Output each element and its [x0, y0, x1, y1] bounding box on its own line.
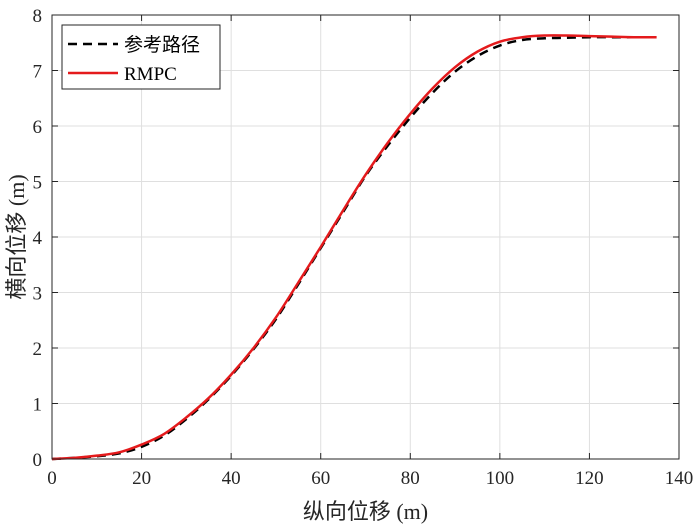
x-tick-label: 100 — [486, 468, 515, 489]
y-tick-label: 1 — [33, 395, 43, 416]
y-tick-label: 0 — [33, 450, 43, 471]
x-tick-label: 80 — [401, 468, 420, 489]
x-axis-title: 纵向位移 (m) — [303, 499, 428, 524]
y-axis-title: 横向位移 (m) — [4, 174, 29, 299]
x-tick-label: 60 — [311, 468, 330, 489]
x-tick-label: 20 — [132, 468, 151, 489]
y-tick-label: 4 — [33, 228, 43, 249]
ticks — [51, 14, 680, 460]
y-tick-label: 2 — [33, 339, 43, 360]
plot-lines — [51, 34, 657, 461]
x-tick-label: 120 — [575, 468, 604, 489]
series-line-rmpc — [51, 34, 657, 461]
legend-label-rmpc: RMPC — [124, 64, 177, 85]
x-tick-label: 140 — [665, 468, 694, 489]
y-tick-label: 8 — [33, 6, 43, 27]
tick-labels: 0 20 40 60 80 100 120 140 0 1 2 3 4 5 6 7 8 — [33, 6, 694, 489]
legend-label-reference: 参考路径 — [124, 34, 200, 56]
legend: 参考路径 RMPC — [61, 24, 221, 90]
y-tick-label: 7 — [33, 62, 43, 83]
x-tick-label: 0 — [47, 468, 57, 489]
x-tick-label: 40 — [222, 468, 241, 489]
legend-box — [61, 24, 221, 90]
y-tick-label: 5 — [33, 173, 43, 194]
y-tick-label: 6 — [33, 117, 43, 138]
y-tick-label: 3 — [33, 284, 43, 305]
